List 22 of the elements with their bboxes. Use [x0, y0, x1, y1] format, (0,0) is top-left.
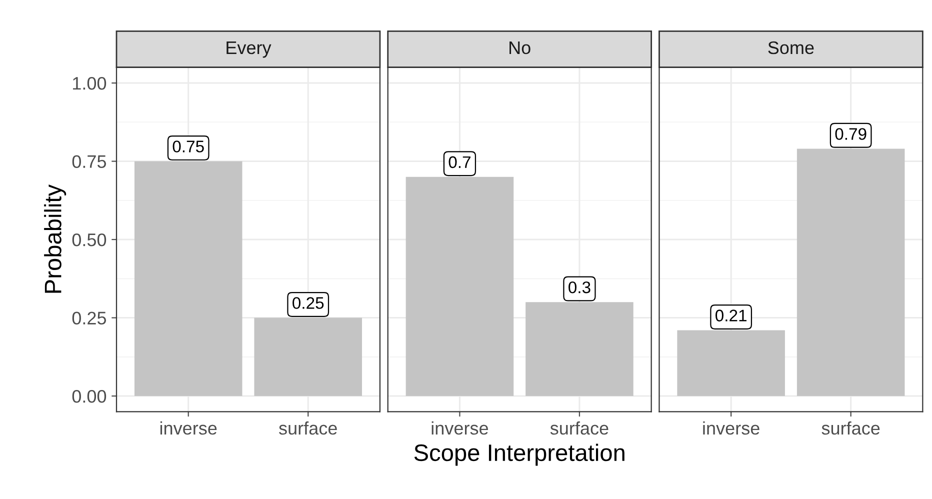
chart-title: Every [226, 42, 272, 58]
x-tick-label: inverse [432, 421, 488, 435]
x-tick-label: surface [550, 421, 608, 435]
y-axis-title: Probability [44, 184, 66, 293]
x-axis-title: Scope Interpretation [414, 444, 624, 466]
y-tick-label: 0.25 [72, 312, 106, 324]
data-label: 0.75 [172, 140, 204, 152]
data-label: 0.21 [716, 310, 746, 322]
y-tick-label: 1.00 [73, 76, 106, 90]
y-tick-label: 0.50 [72, 233, 106, 246]
x-tick-label: inverse [160, 421, 217, 435]
data-label: 0.79 [835, 128, 866, 140]
chart-title: No [510, 42, 530, 54]
x-tick-label: surface [822, 421, 880, 435]
y-tick-label: 0.75 [72, 155, 106, 168]
data-label: 0.3 [568, 281, 590, 294]
data-label: 0.7 [448, 156, 470, 168]
data-label: 0.25 [292, 297, 324, 309]
chart-title: Some [768, 41, 814, 54]
x-tick-label: surface [279, 421, 337, 435]
x-tick-label: inverse [703, 421, 760, 435]
y-tick-label: 0.00 [72, 390, 106, 403]
